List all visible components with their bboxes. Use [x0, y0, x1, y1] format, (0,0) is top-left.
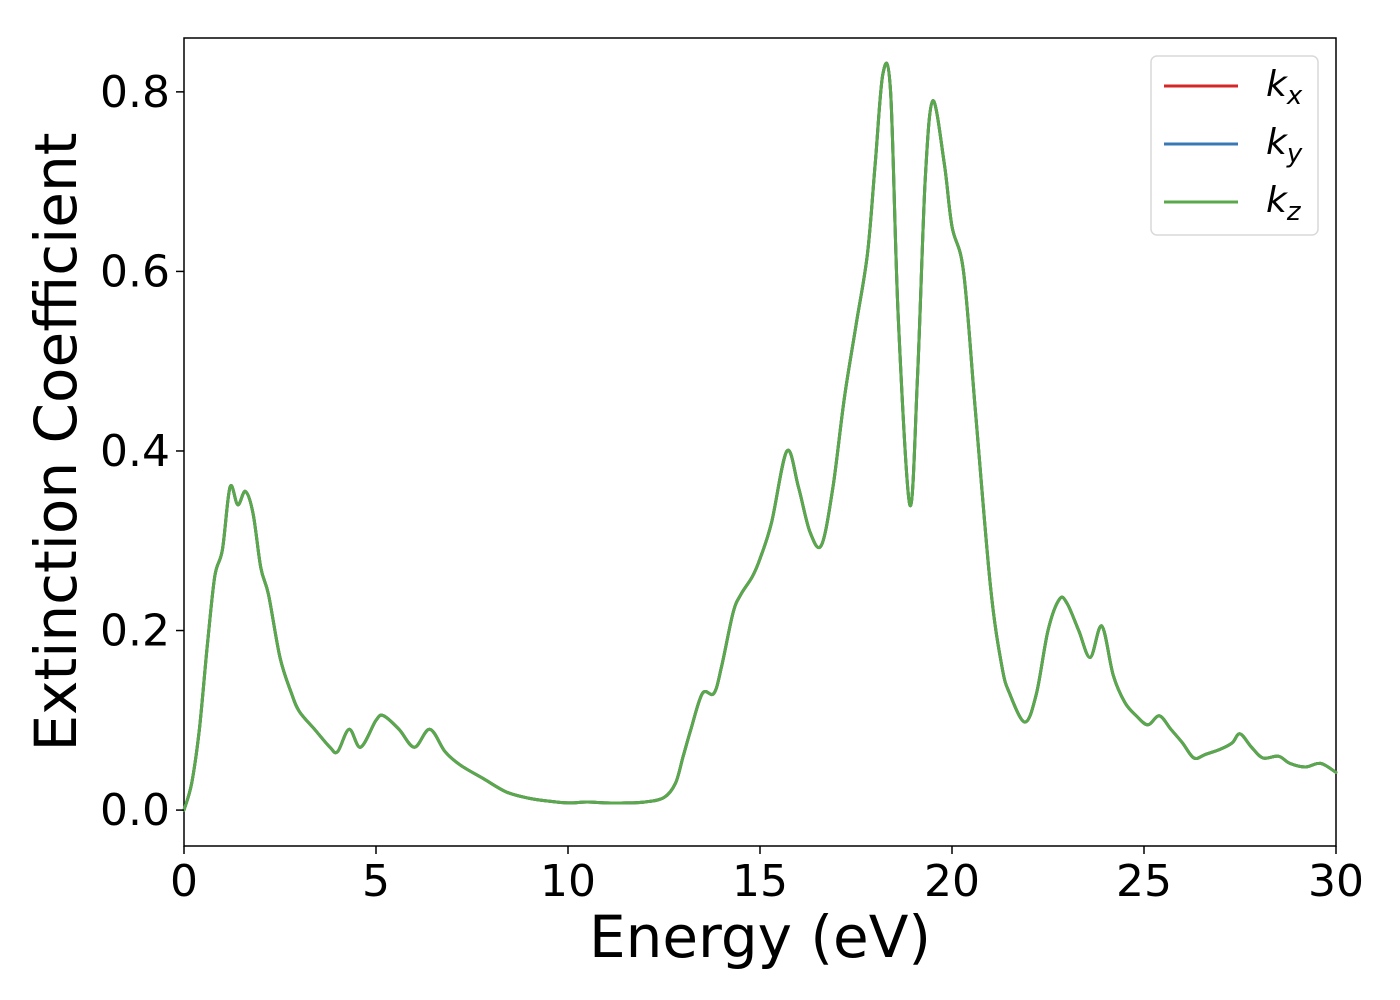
y-tick-label: 0.4	[100, 426, 170, 477]
series-line-kz	[182, 61, 1338, 812]
x-tick-label: 10	[540, 856, 596, 907]
y-axis-ticks: 0.0 0.2 0.4 0.6 0.8	[100, 67, 184, 836]
x-tick-label: 25	[1116, 856, 1172, 907]
y-tick-label: 0.0	[100, 785, 170, 836]
x-tick-label: 5	[362, 856, 390, 907]
y-tick-label: 0.6	[100, 246, 170, 297]
y-tick-label: 0.8	[100, 67, 170, 118]
series-lines	[182, 61, 1338, 812]
legend-label-subscript: x	[1286, 81, 1303, 111]
legend-label-main: k	[1266, 64, 1289, 105]
y-tick-label: 0.2	[100, 606, 170, 657]
x-tick-label: 0	[170, 856, 198, 907]
x-tick-label: 20	[924, 856, 980, 907]
legend-label-subscript: y	[1286, 139, 1303, 169]
x-axis-ticks: 0 5 10 15 20 25 30	[170, 846, 1364, 907]
y-axis-label: Extinction Coefficient	[22, 133, 90, 752]
legend-label-kz: kz	[1266, 180, 1302, 227]
legend-label-ky: ky	[1266, 122, 1303, 169]
x-tick-label: 15	[732, 856, 788, 907]
legend-label-kx: kx	[1266, 64, 1303, 111]
x-tick-label: 30	[1308, 856, 1364, 907]
legend-label-main: k	[1266, 180, 1289, 221]
x-axis-label: Energy (eV)	[589, 903, 931, 971]
legend-label-subscript: z	[1286, 197, 1302, 227]
legend-label-main: k	[1266, 122, 1289, 163]
